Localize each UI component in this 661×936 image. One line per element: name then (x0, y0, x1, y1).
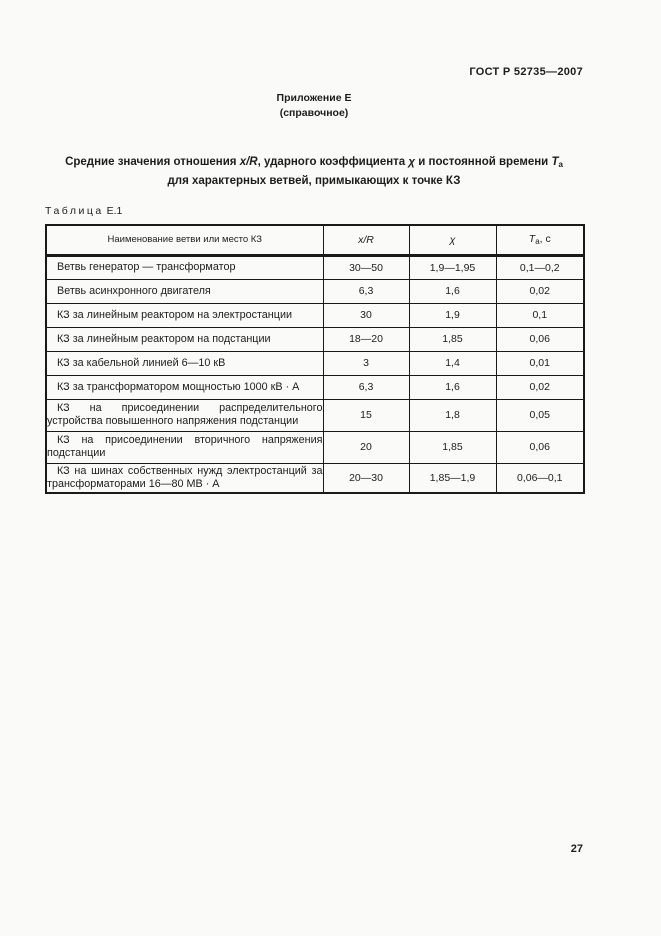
cell-xr: 18—20 (322, 326, 410, 352)
table-row: КЗ за линейным реактором на электростанц… (45, 302, 585, 328)
cell-ta: 0,06—0,1 (495, 462, 585, 494)
table-caption: Таблица Е.1 (45, 205, 583, 217)
title-chi-symbol: χ (408, 156, 416, 168)
table-row: Ветвь асинхронного двигателя 6,3 1,6 0,0… (45, 278, 585, 304)
title-segment: Средние значения отношения (65, 156, 240, 168)
page-number: 27 (570, 843, 583, 855)
cell-ta: 0,1 (495, 302, 585, 328)
title-ratio-symbol: x/R (239, 156, 258, 168)
appendix-heading: Приложение Е (справочное) (45, 91, 583, 121)
cell-ta: 0,06 (495, 326, 585, 352)
table-row: КЗ на шинах собственных нужд электростан… (45, 462, 585, 494)
cell-branch-name: КЗ за трансформатором мощностью 1000 кВ … (45, 374, 324, 400)
title-line2: для характерных ветвей, примыкающих к то… (167, 175, 461, 187)
cell-xr: 20—30 (322, 462, 410, 494)
table-main-title: Средние значения отношения x/R, ударного… (45, 154, 583, 189)
cell-chi: 1,6 (408, 278, 497, 304)
cell-branch-name: КЗ на присоединении вторичного напряжени… (45, 430, 324, 464)
cell-xr: 6,3 (322, 374, 410, 400)
caption-number: Е.1 (106, 205, 123, 217)
cell-chi: 1,4 (408, 350, 497, 376)
caption-word: Таблица (45, 205, 104, 217)
table-row: КЗ на присоединении распределительного у… (45, 398, 585, 432)
cell-xr: 30—50 (322, 254, 410, 280)
cell-branch-name: Ветвь генератор — трансформатор (45, 254, 324, 280)
table-row: КЗ за кабельной линией 6—10 кВ 3 1,4 0,0… (45, 350, 585, 376)
cell-chi: 1,85—1,9 (408, 462, 497, 494)
cell-branch-name: КЗ на присоединении распределительного у… (45, 398, 324, 432)
cell-chi: 1,9—1,95 (408, 254, 497, 280)
table-row: КЗ за трансформатором мощностью 1000 кВ … (45, 374, 585, 400)
data-table: Наименование ветви или место КЗ x/R χ Tа… (45, 224, 585, 494)
title-ta-symbol: Tа (551, 156, 563, 169)
cell-ta: 0,01 (495, 350, 585, 376)
cell-branch-name: КЗ за линейным реактором на подстанции (45, 326, 324, 352)
cell-branch-name: КЗ за линейным реактором на электростанц… (45, 302, 324, 328)
cell-chi: 1,6 (408, 374, 497, 400)
title-segment: и постоянной времени (415, 156, 552, 168)
table-row: КЗ на присоединении вторичного напряжени… (45, 430, 585, 464)
cell-xr: 30 (322, 302, 410, 328)
cell-ta: 0,06 (495, 430, 585, 464)
cell-ta: 0,02 (495, 278, 585, 304)
title-segment: , ударного коэффициента (257, 156, 409, 168)
cell-branch-name: КЗ на шинах собственных нужд электростан… (45, 462, 324, 494)
ta-subscript: а (558, 160, 563, 169)
table-row: Ветвь генератор — трансформатор 30—50 1,… (45, 254, 585, 280)
doc-number: ГОСТ Р 52735—2007 (469, 66, 583, 78)
cell-ta: 0,1—0,2 (495, 254, 585, 280)
table-header-row: Наименование ветви или место КЗ x/R χ Tа… (45, 224, 585, 257)
cell-xr: 6,3 (322, 278, 410, 304)
cell-ta: 0,02 (495, 374, 585, 400)
cell-chi: 1,8 (408, 398, 497, 432)
cell-xr: 20 (322, 430, 410, 464)
cell-ta: 0,05 (495, 398, 585, 432)
cell-xr: 15 (322, 398, 410, 432)
appendix-subtitle: (справочное) (279, 107, 349, 119)
cell-chi: 1,85 (408, 326, 497, 352)
cell-xr: 3 (322, 350, 410, 376)
table-row: КЗ за линейным реактором на подстанции 1… (45, 326, 585, 352)
cell-branch-name: Ветвь асинхронного двигателя (45, 278, 324, 304)
page-content: ГОСТ Р 52735—2007 Приложение Е (справочн… (45, 0, 585, 494)
column-header-chi: χ (408, 224, 497, 257)
cell-branch-name: КЗ за кабельной линией 6—10 кВ (45, 350, 324, 376)
cell-chi: 1,85 (408, 430, 497, 464)
column-header-name: Наименование ветви или место КЗ (45, 224, 324, 257)
column-header-ratio: x/R (322, 224, 410, 257)
cell-chi: 1,9 (408, 302, 497, 328)
column-header-ta: Tа, с (495, 224, 585, 257)
appendix-title: Приложение Е (276, 92, 352, 104)
